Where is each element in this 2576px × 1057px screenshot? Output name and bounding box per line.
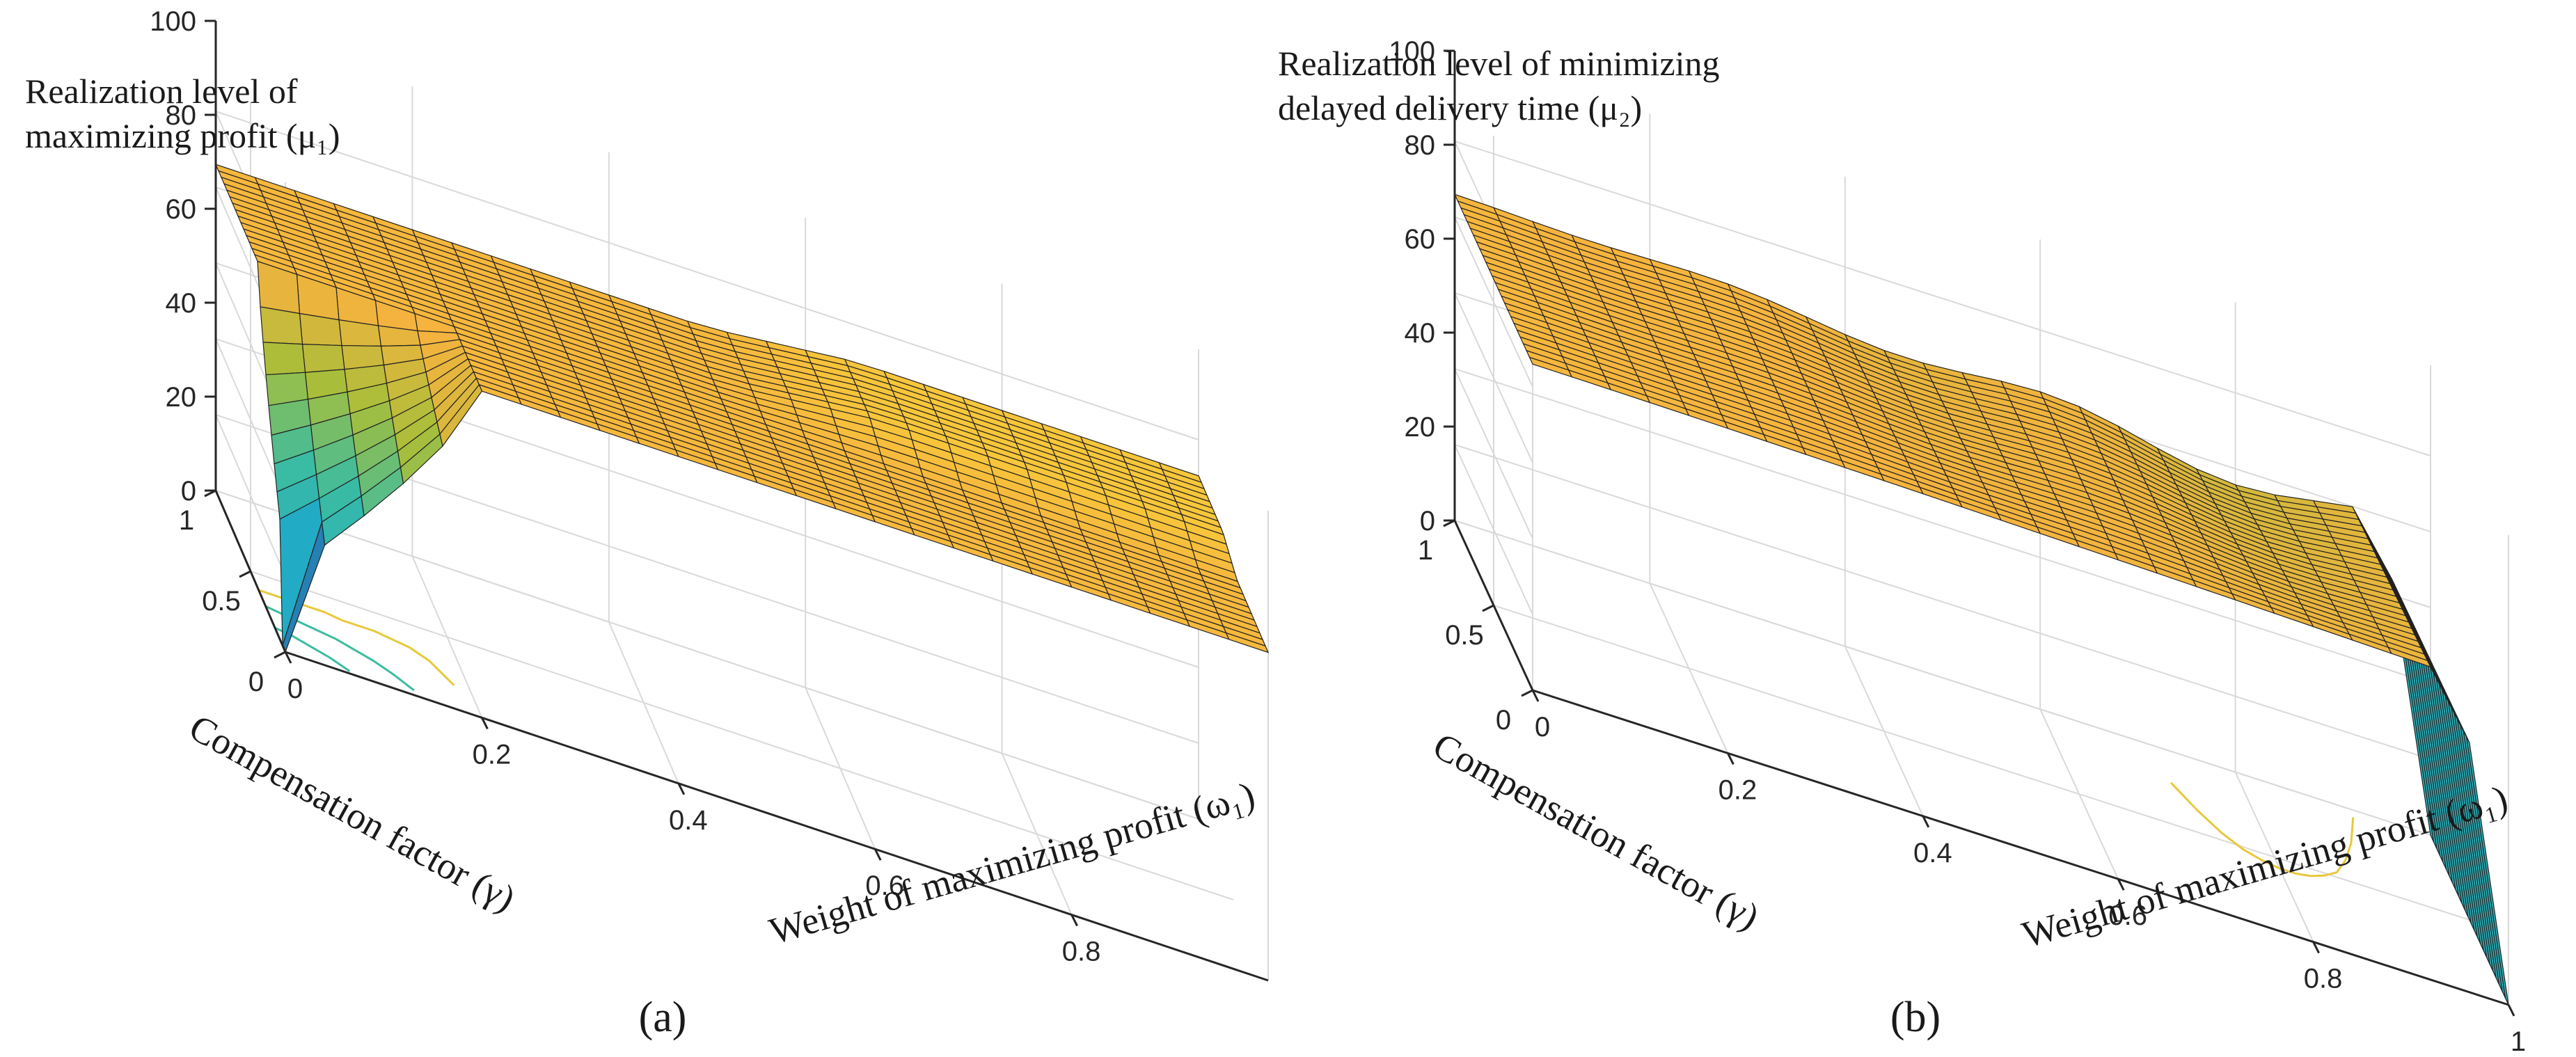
x-tick [1070, 914, 1078, 927]
y-tick-label: 0.5 [1445, 620, 1484, 651]
y-tick [1482, 604, 1494, 612]
z-tick-label: 100 [1389, 36, 1435, 67]
panel-b-contours [2170, 781, 2355, 877]
x-tick [874, 848, 882, 861]
panel-a-y-axis-title: Compensation factor (γ) [182, 706, 522, 920]
x-tick [2312, 941, 2320, 954]
y-tick [1521, 689, 1533, 697]
y-tick-label: 1 [179, 505, 194, 536]
x-tick-label: 0 [287, 674, 303, 704]
z-tick-label: 20 [166, 382, 197, 413]
x-tick [1531, 690, 1540, 702]
z-tick-label: 80 [166, 100, 197, 131]
x-tick-label: 1 [2511, 1026, 2526, 1057]
x-tick-label: 0.6 [2108, 900, 2147, 931]
z-tick-label: 0 [1420, 506, 1435, 537]
x-tick [481, 717, 489, 730]
contour-line [2170, 781, 2355, 877]
x-gridline [1844, 176, 1924, 817]
x-tick [1727, 752, 1735, 765]
x-axis-line [1532, 689, 2509, 1006]
surface-patch [301, 343, 345, 373]
z-tick-label: 40 [166, 288, 197, 319]
y-tick [274, 651, 286, 659]
y-tick-label: 1 [1418, 535, 1433, 566]
x-tick [284, 651, 292, 664]
x-tick-label: 0.2 [1718, 774, 1757, 805]
x-tick-label: 0.6 [865, 871, 904, 901]
panel-a-z-title-line1: Realization level of [25, 72, 298, 111]
z-tick-label: 60 [1405, 224, 1436, 255]
panel-a-label: (a) [639, 994, 687, 1041]
y-tick-label: 0 [248, 667, 264, 697]
y-tick-label: 0.5 [202, 586, 241, 617]
z-tick-label: 60 [166, 194, 197, 225]
panel-b-label: (b) [1890, 994, 1941, 1041]
y-tick-label: 0 [1496, 705, 1511, 736]
panel-b-z-title-line2: delayed delivery time (μ₂) [1278, 88, 1642, 127]
x-gridline [1649, 113, 1729, 754]
x-tick [1922, 816, 1930, 828]
x-tick [677, 783, 686, 795]
x-axis-line [285, 651, 1269, 982]
surface-patch [262, 342, 306, 376]
z-tick-label: 20 [1405, 412, 1436, 443]
panel-b-z-title-line1: Realization level of minimizing [1278, 44, 1720, 83]
z-tick-label: 0 [181, 476, 196, 507]
panel-b-surface [1453, 193, 2509, 1006]
surface-patch [1528, 356, 1573, 378]
z-tick-label: 40 [1405, 318, 1436, 349]
y-tick [239, 570, 251, 578]
panel-a-z-title-line2: maximizing profit (μ₁) [25, 116, 340, 155]
x-tick-label: 0.4 [669, 805, 708, 836]
panel-a-x-axis-title: Weight of maximizing profit (ω₁) [765, 774, 1259, 953]
x-tick [2507, 1004, 2515, 1017]
x-tick-label: 0.4 [1913, 838, 1952, 868]
x-tick-label: 0.2 [473, 739, 512, 770]
x-gridline [2039, 239, 2119, 880]
x-tick-label: 0.8 [1062, 937, 1101, 967]
x-tick-label: 0 [1535, 712, 1550, 742]
panel-b-x-axis-title: Weight of maximizing profit (ω₁) [2018, 777, 2512, 956]
x-tick [2117, 878, 2125, 891]
panel-a-surface [214, 164, 1270, 653]
panel-b-y-axis-title: Compensation factor (γ) [1426, 724, 1766, 938]
z-tick-label: 100 [150, 6, 196, 37]
z-tick-label: 80 [1405, 130, 1436, 161]
x-tick-label: 0.8 [2304, 964, 2343, 994]
